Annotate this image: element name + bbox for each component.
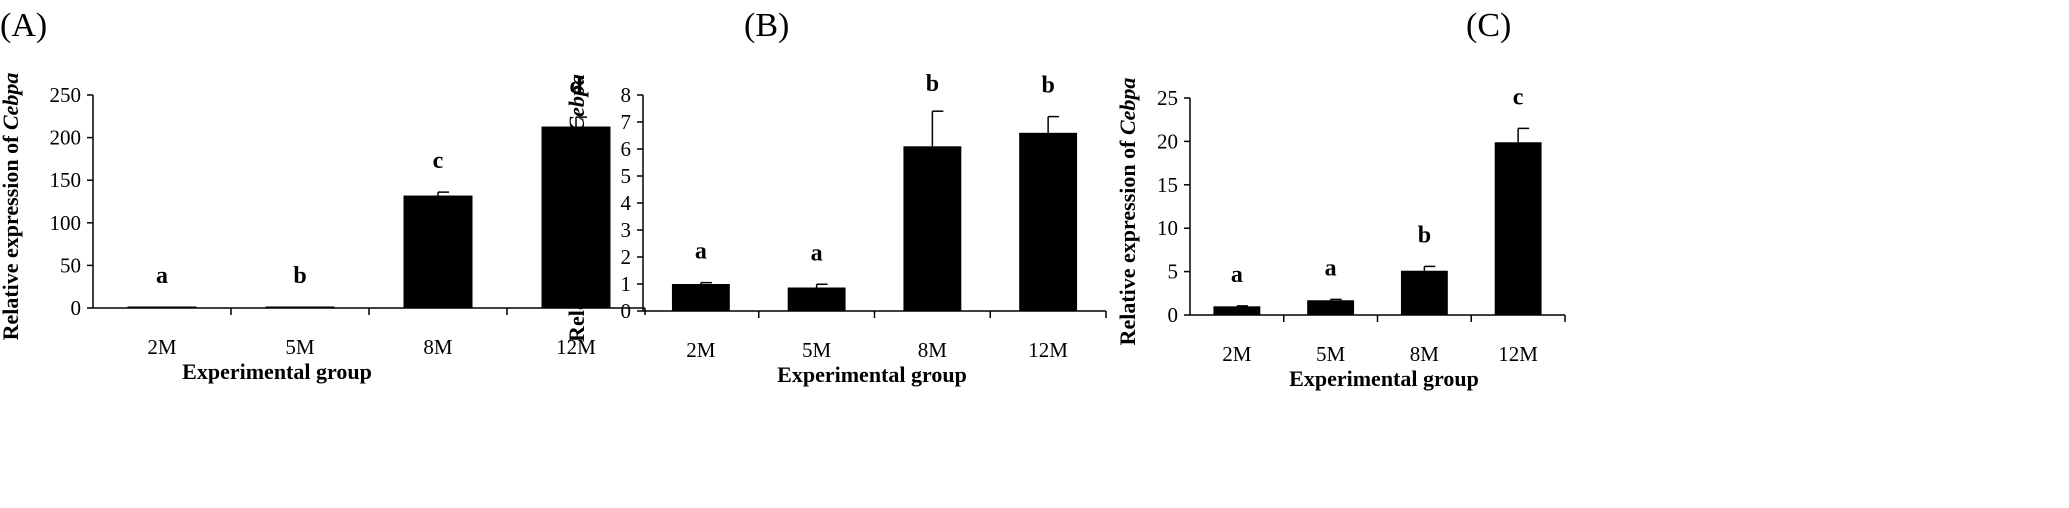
significance-letter: c <box>433 148 444 174</box>
significance-letter: a <box>811 240 823 266</box>
significance-letter: a <box>156 263 168 289</box>
significance-letter: c <box>1513 84 1524 110</box>
y-tick-label: 1 <box>621 272 632 296</box>
panel-c-letter: (C) <box>1466 7 1511 44</box>
significance-letter: d <box>569 73 583 99</box>
panel-a: (A) 050100150200250a2Mb5Mc8Md12MExperime… <box>0 7 646 384</box>
y-tick-label: 0 <box>621 299 632 323</box>
significance-letter: b <box>1041 73 1054 99</box>
y-tick-label: 6 <box>621 137 632 161</box>
x-category-label: 2M <box>1222 342 1252 366</box>
y-tick-label: 7 <box>621 110 632 134</box>
y-tick-label: 10 <box>1157 216 1178 240</box>
bar <box>1307 300 1355 315</box>
y-tick-label: 25 <box>1157 86 1178 110</box>
y-tick-label: 250 <box>50 83 82 107</box>
y-axis-title-prefix: Relative expression of <box>564 132 589 342</box>
y-tick-label: 0 <box>1168 303 1179 327</box>
significance-letter: a <box>1231 262 1243 288</box>
y-tick-label: 20 <box>1157 129 1178 153</box>
y-axis-title: Relative expression of Cebpa <box>564 74 589 342</box>
bar <box>403 195 473 308</box>
y-tick-label: 15 <box>1157 173 1178 197</box>
bar <box>1019 132 1078 311</box>
significance-letter: b <box>926 71 939 97</box>
significance-letter: b <box>293 263 306 289</box>
bar <box>1213 306 1261 315</box>
panel-a-letter: (A) <box>0 7 47 44</box>
x-category-label: 12M <box>556 335 596 359</box>
x-axis-title: Experimental group <box>182 359 372 384</box>
significance-letter: a <box>695 239 707 265</box>
y-tick-label: 2 <box>621 245 632 269</box>
y-axis-title-gene: Cebpa <box>564 74 589 131</box>
y-tick-label: 8 <box>621 83 632 107</box>
x-category-label: 8M <box>1410 342 1440 366</box>
y-tick-label: 150 <box>50 168 82 192</box>
y-axis-title-prefix: Relative expression of <box>0 130 23 340</box>
bar <box>671 284 730 311</box>
y-axis-title: Relative expression of Cebpa <box>0 73 23 341</box>
x-axis-title: Experimental group <box>1289 366 1479 391</box>
y-axis-title-gene: Cebpa <box>0 73 23 130</box>
x-category-label: 5M <box>285 335 315 359</box>
x-category-label: 5M <box>802 338 832 362</box>
bar <box>1494 142 1542 315</box>
x-category-label: 2M <box>686 338 716 362</box>
y-tick-label: 100 <box>50 211 82 235</box>
significance-letter: a <box>1325 255 1337 281</box>
y-tick-label: 3 <box>621 218 632 242</box>
x-category-label: 5M <box>1316 342 1346 366</box>
bar <box>1400 270 1448 315</box>
x-category-label: 12M <box>1028 338 1068 362</box>
bar <box>787 287 846 311</box>
panel-b: (B) 0 1 2 3 4 5 6 7 8 a 2M a 5M b 8M b 12M Experimental g… <box>564 7 1107 387</box>
x-axis-title: Experimental group <box>777 362 967 387</box>
x-category-label: 2M <box>147 335 177 359</box>
y-tick-label: 4 <box>621 191 632 215</box>
y-axis-title-gene: Cebpa <box>1115 78 1140 135</box>
panel-c: (C) 0 5 10 15 20 25 a 2M a 5M b 8M c 12M Experimental … <box>1115 7 1566 391</box>
y-tick-label: 5 <box>621 164 632 188</box>
significance-letter: b <box>1418 222 1431 248</box>
y-tick-label: 50 <box>60 253 81 277</box>
y-tick-label: 200 <box>50 126 82 150</box>
bar <box>541 126 611 308</box>
x-category-label: 8M <box>918 338 948 362</box>
y-axis-title: Relative expression of Cebpa <box>1115 78 1140 346</box>
panel-b-letter: (B) <box>744 7 789 44</box>
bar <box>903 146 962 311</box>
bar <box>265 306 335 308</box>
y-tick-label: 5 <box>1168 260 1179 284</box>
x-category-label: 12M <box>1498 342 1538 366</box>
x-category-label: 8M <box>423 335 453 359</box>
y-axis-title-prefix: Relative expression of <box>1115 135 1140 345</box>
y-tick-label: 0 <box>71 296 82 320</box>
bar <box>127 306 197 308</box>
